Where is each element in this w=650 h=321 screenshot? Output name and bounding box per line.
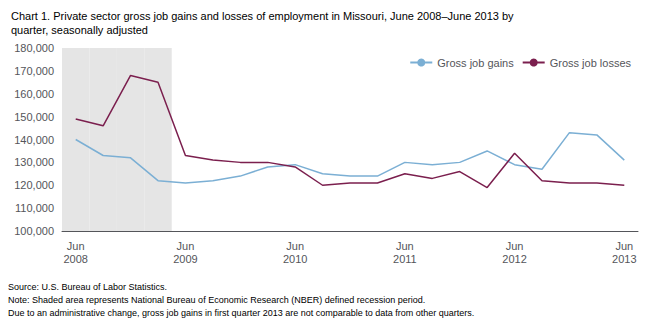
svg-text:Jun: Jun [615,240,633,252]
svg-text:Jun: Jun [67,240,85,252]
svg-text:130,000: 130,000 [14,156,54,168]
svg-text:100,000: 100,000 [14,225,54,237]
svg-text:2009: 2009 [173,253,197,265]
svg-text:Note: Shaded area represents N: Note: Shaded area represents National Bu… [8,295,425,305]
svg-text:Gross job losses: Gross job losses [550,57,632,69]
svg-text:120,000: 120,000 [14,179,54,191]
svg-text:150,000: 150,000 [14,111,54,123]
svg-text:Jun: Jun [396,240,414,252]
svg-text:Due to an administrative chang: Due to an administrative change, gross j… [8,308,474,318]
svg-text:170,000: 170,000 [14,65,54,77]
svg-text:2011: 2011 [393,253,417,265]
svg-text:110,000: 110,000 [15,202,54,214]
svg-text:2010: 2010 [283,253,307,265]
svg-text:180,000: 180,000 [14,42,54,54]
svg-text:160,000: 160,000 [14,88,54,100]
svg-text:Jun: Jun [286,240,304,252]
svg-text:2012: 2012 [502,253,526,265]
svg-text:Chart 1. Private sector gross: Chart 1. Private sector gross job gains … [11,10,514,22]
svg-text:quarter, seasonally adjusted: quarter, seasonally adjusted [11,24,148,36]
svg-text:Jun: Jun [506,240,524,252]
svg-text:Source: U.S. Bureau of Labor S: Source: U.S. Bureau of Labor Statistics. [8,282,167,292]
svg-text:2013: 2013 [612,253,636,265]
svg-text:Gross job gains: Gross job gains [437,57,514,69]
svg-text:140,000: 140,000 [14,134,54,146]
svg-text:2008: 2008 [63,253,87,265]
svg-text:Jun: Jun [177,240,195,252]
